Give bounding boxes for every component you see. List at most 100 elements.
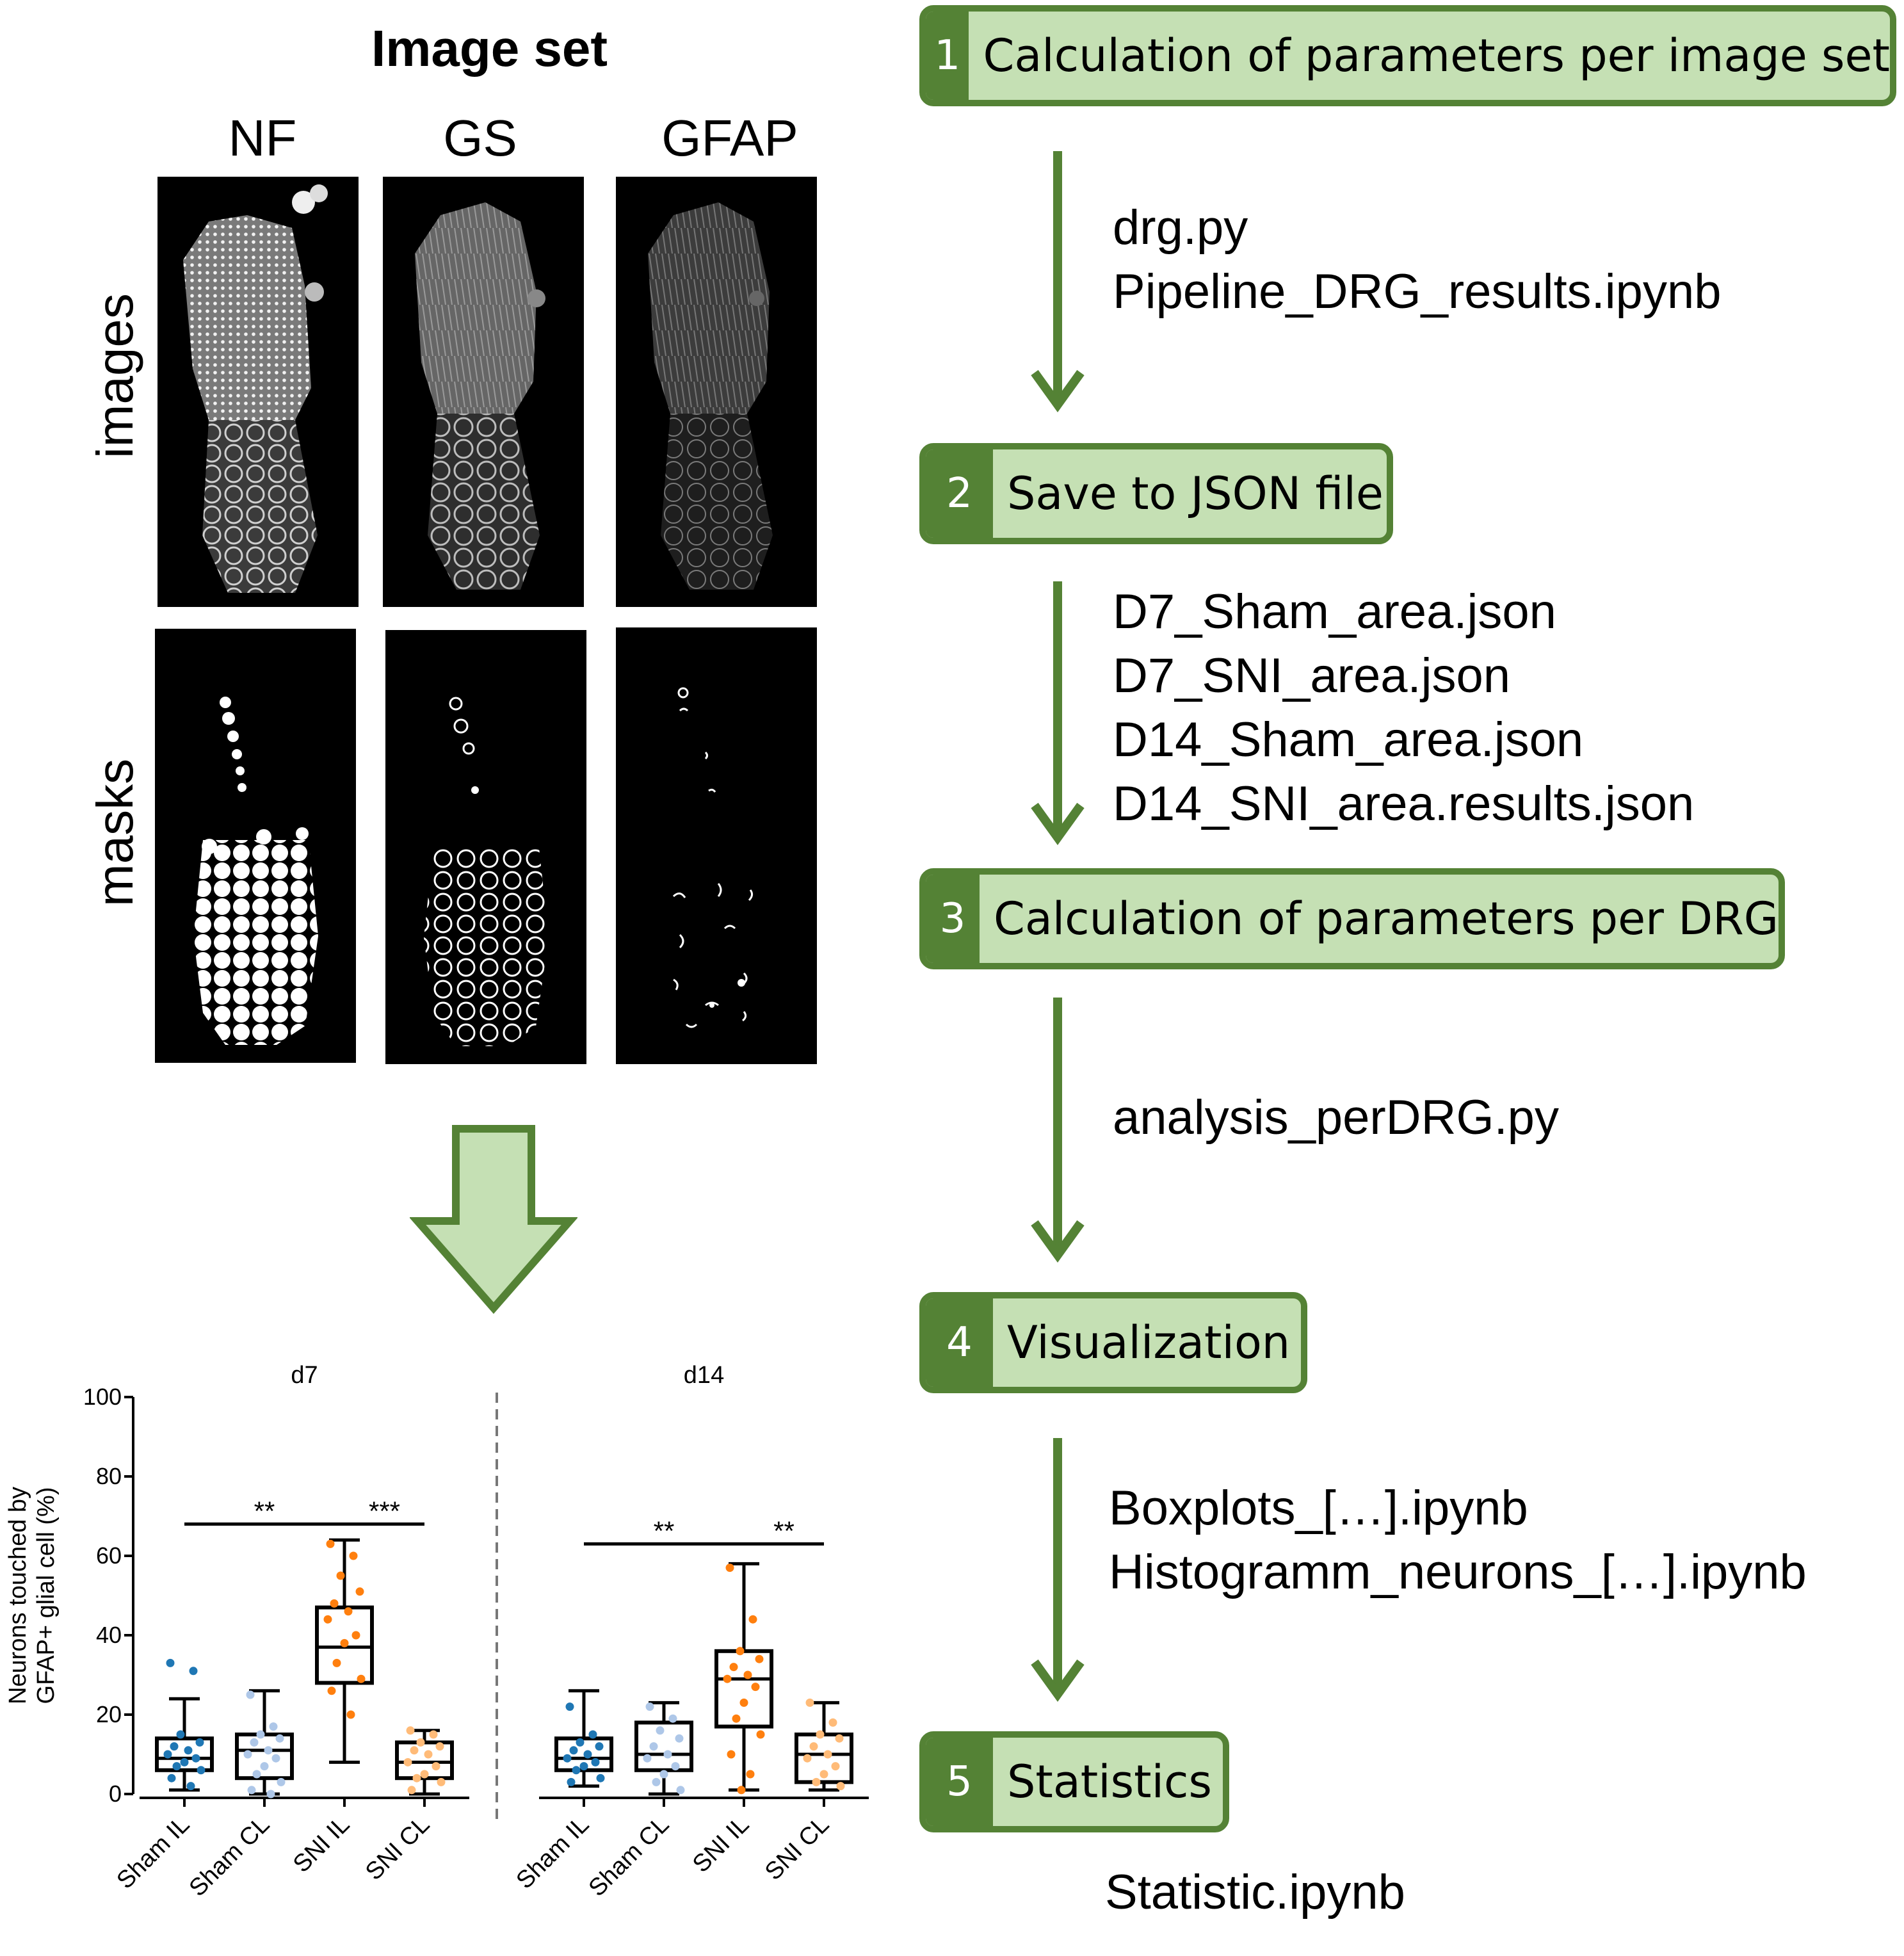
data-point — [271, 1754, 280, 1763]
data-point — [563, 1754, 572, 1763]
data-point — [260, 1762, 269, 1771]
y-tick-label: 40 — [96, 1622, 122, 1648]
data-point — [323, 1615, 332, 1624]
step-3-box: 3 Calculation of parameters per DRG — [919, 868, 1785, 969]
x-tick-label: SNI IL — [288, 1811, 355, 1878]
data-point — [420, 1770, 429, 1779]
data-point — [191, 1754, 200, 1763]
data-point — [336, 1571, 345, 1580]
file-name: D7_Sham_area.json — [1113, 585, 1556, 639]
y-axis-label: GFAP+ glial cell (%) — [33, 1487, 60, 1704]
file-name: D14_SNI_area.results.json — [1113, 777, 1695, 831]
file-name: Statistic.ipynb — [1105, 1865, 1405, 1920]
data-point — [275, 1734, 284, 1743]
data-point — [332, 1658, 341, 1667]
data-point — [195, 1738, 204, 1747]
data-point — [326, 1539, 335, 1548]
data-point — [725, 1564, 734, 1572]
data-point — [163, 1750, 172, 1759]
data-point — [435, 1742, 444, 1751]
data-point — [729, 1663, 738, 1672]
data-point — [755, 1654, 764, 1663]
data-point — [197, 1766, 206, 1775]
channel-label-gfap: GFAP — [661, 109, 798, 166]
step-5-box: 5 Statistics — [919, 1731, 1229, 1832]
x-tick-label: Sham IL — [112, 1811, 195, 1895]
y-tick-label: 20 — [96, 1701, 122, 1727]
row-label-images: images — [86, 293, 143, 458]
file-name: Boxplots_[…].ipynb — [1109, 1481, 1528, 1535]
data-point — [739, 1698, 748, 1707]
data-point — [649, 1742, 658, 1751]
data-point — [588, 1730, 597, 1739]
data-point — [176, 1730, 185, 1739]
data-point — [344, 1607, 353, 1616]
step-3-number: 3 — [926, 875, 980, 963]
data-point — [184, 1746, 193, 1755]
file-name: D7_SNI_area.json — [1113, 649, 1511, 703]
data-point — [166, 1658, 175, 1667]
data-point — [727, 1750, 736, 1759]
step-1-number: 1 — [926, 12, 969, 100]
data-point — [676, 1786, 685, 1795]
step-3-label: Calculation of parameters per DRG — [993, 893, 1779, 945]
data-point — [416, 1738, 425, 1747]
step-5-number: 5 — [926, 1738, 993, 1826]
step-2-label: Save to JSON file — [1007, 467, 1384, 520]
gfap-image-graphic — [648, 202, 773, 590]
data-point — [732, 1714, 741, 1723]
x-tick-label: SNI CL — [360, 1811, 435, 1886]
data-point — [645, 1702, 654, 1711]
file-name: drg.py — [1113, 200, 1248, 255]
panel-title: d14 — [684, 1362, 724, 1389]
data-point — [583, 1750, 592, 1759]
significance-label: ** — [254, 1496, 275, 1526]
data-point — [247, 1786, 256, 1795]
data-point — [437, 1777, 446, 1786]
data-point — [407, 1786, 416, 1795]
data-point — [330, 1599, 339, 1608]
data-point — [424, 1750, 433, 1759]
nf-mask-graphic — [193, 697, 318, 1045]
data-point — [269, 1722, 278, 1731]
step-5-label: Statistics — [1007, 1756, 1212, 1808]
data-point — [595, 1742, 604, 1751]
panel-title: d7 — [291, 1362, 318, 1389]
file-name: analysis_perDRG.py — [1113, 1090, 1559, 1145]
data-point — [432, 1762, 440, 1771]
data-point — [803, 1754, 812, 1763]
data-point — [167, 1774, 176, 1782]
data-point — [671, 1762, 680, 1771]
file-name: Histogramm_neurons_[…].ipynb — [1109, 1545, 1807, 1599]
files-step-5: Statistic.ipynb — [1105, 1861, 1405, 1925]
nf-mask-panel — [155, 629, 356, 1063]
x-tick-label: Sham IL — [512, 1811, 595, 1895]
data-point — [256, 1730, 265, 1739]
data-point — [836, 1782, 845, 1791]
y-tick-label: 0 — [109, 1781, 122, 1807]
data-point — [172, 1762, 181, 1771]
data-point — [579, 1762, 588, 1771]
data-point — [572, 1766, 581, 1775]
data-point — [576, 1738, 585, 1747]
gs-mask-panel — [385, 630, 586, 1064]
data-point — [346, 1710, 355, 1719]
data-point — [737, 1786, 746, 1795]
data-point — [823, 1750, 832, 1759]
data-point — [751, 1683, 760, 1692]
y-tick-label: 80 — [96, 1463, 122, 1489]
data-point — [746, 1770, 755, 1779]
data-point — [243, 1750, 252, 1759]
down-arrow-icon — [410, 1125, 577, 1314]
step-4-number: 4 — [926, 1298, 993, 1387]
nf-image-graphic — [183, 184, 328, 593]
data-point — [652, 1777, 661, 1786]
step-4-box: 4 Visualization — [919, 1292, 1307, 1393]
data-point — [816, 1730, 825, 1739]
data-point — [186, 1782, 195, 1791]
file-name: D14_Sham_area.json — [1113, 713, 1584, 767]
data-point — [340, 1638, 349, 1647]
significance-label: ** — [654, 1515, 675, 1546]
data-point — [748, 1615, 757, 1624]
data-point — [246, 1690, 255, 1699]
